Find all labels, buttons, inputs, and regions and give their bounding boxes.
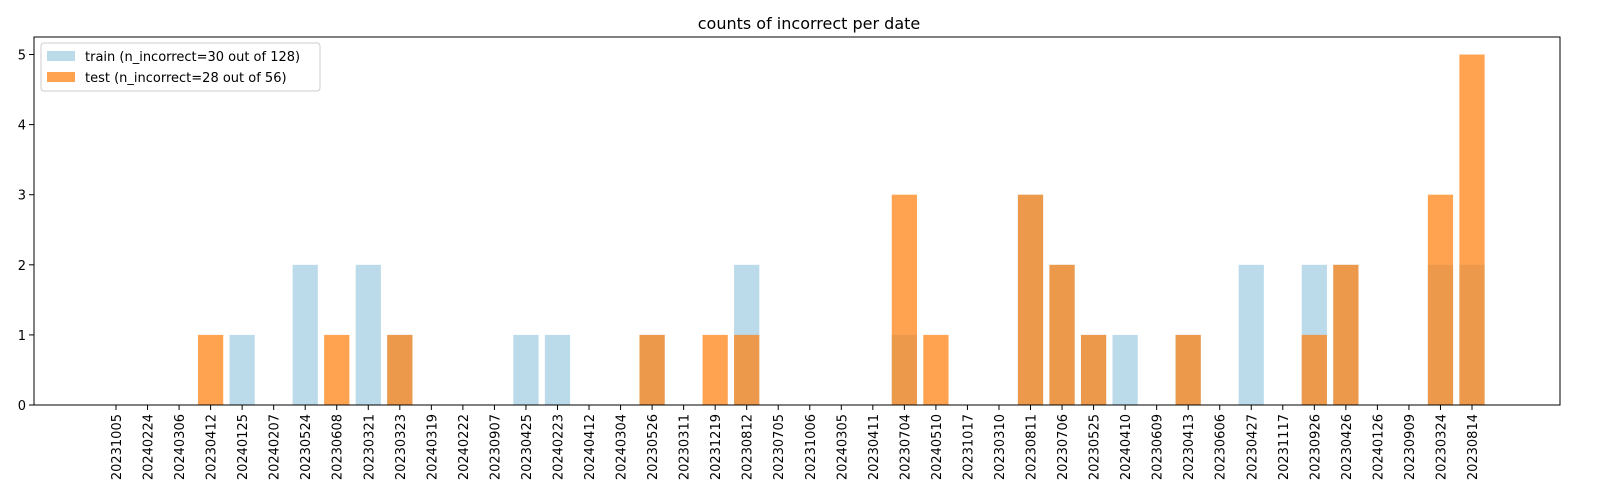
x-tick-label: 20230704 <box>898 414 913 480</box>
bar-test-20230412 <box>197 334 224 405</box>
x-tick-label: 20230608 <box>331 414 346 480</box>
x-tick-label: 20230907 <box>488 414 503 480</box>
bar-test-20231219 <box>702 334 728 405</box>
x-tick-label: 20231219 <box>709 414 724 480</box>
bar-test-20230323 <box>387 334 413 405</box>
legend-swatch-train <box>47 51 75 61</box>
x-tick-label: 20240222 <box>457 414 472 480</box>
legend: train (n_incorrect=30 out of 128) test (… <box>40 42 321 92</box>
x-tick-label: 20240510 <box>930 414 945 480</box>
x-tick-label: 20240207 <box>268 414 283 480</box>
x-tick-label: 20230525 <box>1088 414 1103 480</box>
x-tick-label: 20230321 <box>362 414 377 480</box>
bar-test-20230704 <box>891 194 917 405</box>
bar-test-20230413 <box>1175 334 1201 405</box>
bar-test-20230812 <box>734 334 760 405</box>
x-tick-label: 20230811 <box>1025 414 1040 480</box>
y-tick-label: 0 <box>18 399 26 414</box>
bar-test-20230526 <box>639 334 665 405</box>
bar-test-20230926 <box>1301 334 1327 405</box>
bar-train-20230321 <box>355 264 381 405</box>
x-tick-label: 20230427 <box>1245 414 1260 480</box>
bar-test-20230608 <box>324 334 350 405</box>
bar-train-20240125 <box>229 334 255 405</box>
bar-train-20230425 <box>513 334 539 405</box>
bar-test-20230525 <box>1080 334 1107 405</box>
x-tick-label: 20230310 <box>993 414 1008 480</box>
x-tick-label: 20240319 <box>425 414 440 480</box>
bars-layer <box>197 54 1485 406</box>
x-tick-label: 20240304 <box>615 414 630 480</box>
plot-frame <box>33 36 1561 406</box>
bar-train-20240410 <box>1112 334 1138 405</box>
bar-test-20240510 <box>923 334 949 405</box>
y-tick-label: 1 <box>18 329 26 344</box>
x-tick-label: 20230324 <box>1434 414 1449 480</box>
legend-label-train: train (n_incorrect=30 out of 128) <box>85 50 300 65</box>
x-tick-label: 20240223 <box>551 414 566 480</box>
x-tick-label: 20230524 <box>299 414 314 480</box>
x-tick-label: 20230413 <box>1182 414 1197 480</box>
x-tick-label: 20231006 <box>804 414 819 480</box>
x-tick-label: 20230609 <box>1151 414 1166 480</box>
x-tick-label: 20231017 <box>961 414 976 480</box>
x-axis: 20231005 20240224 20240306 20230412 20240125… <box>110 405 1481 480</box>
x-tick-label: 20240224 <box>142 414 157 480</box>
x-tick-label: 20230706 <box>1056 414 1071 480</box>
bar-test-20230814 <box>1459 54 1485 406</box>
x-tick-label: 20230705 <box>772 414 787 480</box>
x-tick-label: 20231117 <box>1277 414 1292 480</box>
x-tick-label: 20230411 <box>867 414 882 480</box>
chart-title: counts of incorrect per date <box>698 14 921 33</box>
x-tick-label: 20230812 <box>741 414 756 480</box>
legend-swatch-test <box>47 72 75 82</box>
y-tick-label: 3 <box>18 189 26 204</box>
x-tick-label: 20230425 <box>520 414 535 480</box>
bar-train-20230524 <box>292 264 318 405</box>
legend-label-test: test (n_incorrect=28 out of 56) <box>85 71 287 86</box>
x-tick-label: 20240410 <box>1119 414 1134 480</box>
x-tick-label: 20240306 <box>173 414 188 480</box>
x-tick-label: 20230311 <box>678 414 693 480</box>
x-tick-label: 20240305 <box>835 414 850 480</box>
y-tick-label: 2 <box>18 259 26 274</box>
legend-box <box>40 42 321 92</box>
x-tick-label: 20240412 <box>583 414 598 480</box>
x-tick-label: 20230426 <box>1340 414 1355 480</box>
bar-test-20230706 <box>1049 264 1075 405</box>
x-tick-label: 20240125 <box>236 414 251 480</box>
bar-test-20230426 <box>1333 264 1359 405</box>
x-tick-label: 20230606 <box>1214 414 1229 480</box>
x-tick-label: 20231005 <box>110 414 125 480</box>
x-tick-label: 20230412 <box>205 414 220 480</box>
bar-train-20230427 <box>1238 264 1264 405</box>
y-tick-label: 5 <box>18 49 26 64</box>
x-tick-label: 20230323 <box>394 414 409 480</box>
x-tick-label: 20230926 <box>1308 414 1323 480</box>
x-tick-label: 20230526 <box>646 414 661 480</box>
x-tick-label: 20240126 <box>1371 414 1386 480</box>
x-tick-label: 20230909 <box>1403 414 1418 480</box>
x-tick-label: 20230814 <box>1466 414 1481 480</box>
bar-train-20240223 <box>544 334 571 405</box>
bar-test-20230324 <box>1427 194 1454 405</box>
bar-test-20230811 <box>1017 194 1044 405</box>
y-axis: 0 1 2 3 4 5 <box>18 49 34 414</box>
y-tick-label: 4 <box>18 119 26 134</box>
